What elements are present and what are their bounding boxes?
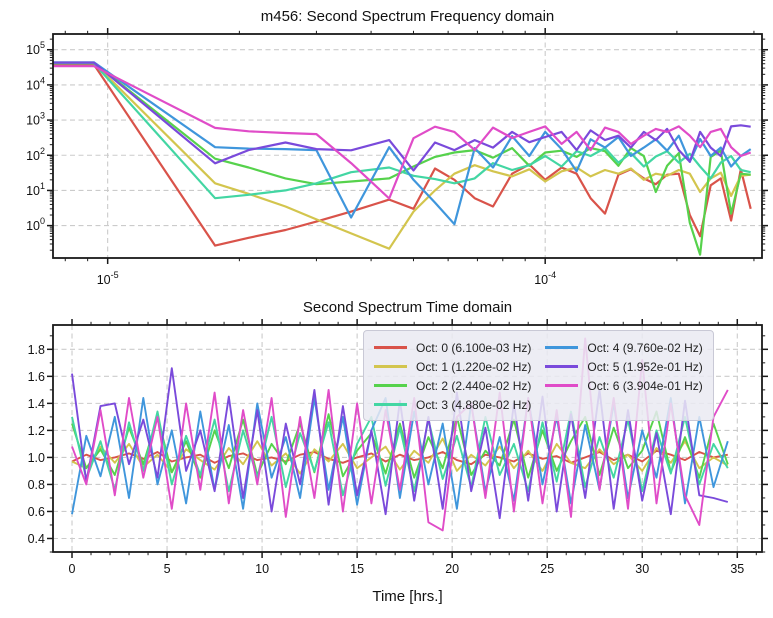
y-tick-label: 105 xyxy=(26,40,45,57)
legend-entry: Oct: 3 (4.880e-02 Hz) xyxy=(374,398,531,412)
legend-swatch xyxy=(374,384,407,387)
frequency-domain-plot: 10-5 10-4 100 101 102 103 104 105 xyxy=(26,28,768,287)
legend-entry: Oct: 6 (3.904e-01 Hz) xyxy=(545,378,703,393)
legend-label: Oct: 0 (6.100e-03 Hz) xyxy=(416,340,532,355)
series-oct-1 xyxy=(53,61,751,250)
axes-frame xyxy=(52,33,763,259)
y-tick-label: 0.4 xyxy=(28,532,45,546)
series-oct-3 xyxy=(71,410,729,497)
time-plot-title: Second Spectrum Time domain xyxy=(302,299,513,316)
series-oct-5 xyxy=(53,61,751,172)
x-tick-label: 10-5 xyxy=(97,270,119,287)
legend-label: Oct: 5 (1.952e-01 Hz) xyxy=(587,359,703,374)
x-tick-label: 10-4 xyxy=(534,270,556,287)
legend-swatch xyxy=(374,365,407,368)
x-tick-label: 10 xyxy=(255,562,269,576)
legend-label: Oct: 3 (4.880e-02 Hz) xyxy=(416,397,532,412)
legend-entry: Oct: 1 (1.220e-02 Hz) xyxy=(374,360,531,374)
legend-swatch xyxy=(545,365,579,368)
legend-label: Oct: 6 (3.904e-01 Hz) xyxy=(587,378,703,393)
frequency-plot-title: m456: Second Spectrum Frequency domain xyxy=(260,8,555,25)
y-tick-label: 102 xyxy=(26,146,45,163)
y-tick-label: 0.8 xyxy=(28,478,45,492)
legend-entry: Oct: 5 (1.952e-01 Hz) xyxy=(545,359,703,374)
series-oct-6 xyxy=(71,337,729,532)
legend-entry: Oct: 4 (9.760e-02 Hz) xyxy=(545,340,703,355)
y-tick-label: 104 xyxy=(26,75,45,92)
time-axis-label: Time [hrs.] xyxy=(372,588,443,605)
legend-label: Oct: 2 (2.440e-02 Hz) xyxy=(416,378,532,393)
y-tick-label: 1.2 xyxy=(28,424,45,438)
x-tick-label: 5 xyxy=(164,562,171,576)
legend-entry: Oct: 0 (6.100e-03 Hz) xyxy=(374,341,531,355)
y-tick-label: 1.6 xyxy=(28,370,45,384)
x-tick-label: 25 xyxy=(540,562,554,576)
legend-label: Oct: 4 (9.760e-02 Hz) xyxy=(587,340,703,355)
legend: Oct: 0 (6.100e-03 Hz) Oct: 1 (1.220e-02 H… xyxy=(363,330,714,421)
y-tick-label: 103 xyxy=(26,111,45,128)
legend-label: Oct: 1 (1.220e-02 Hz) xyxy=(416,359,532,374)
y-tick-label: 0.6 xyxy=(28,505,45,519)
axes-frame xyxy=(52,324,763,553)
y-tick-label: 1.8 xyxy=(28,343,45,357)
y-tick-label: 1.0 xyxy=(28,451,45,465)
x-tick-label: 20 xyxy=(445,562,459,576)
x-tick-label: 0 xyxy=(69,562,76,576)
legend-swatch xyxy=(374,346,407,349)
legend-swatch xyxy=(545,384,579,387)
legend-swatch xyxy=(545,346,579,349)
x-tick-label: 15 xyxy=(350,562,364,576)
y-tick-label: 100 xyxy=(26,216,45,233)
y-tick-label: 1.4 xyxy=(28,397,45,411)
legend-swatch xyxy=(374,403,407,406)
y-tick-label: 101 xyxy=(26,181,45,198)
legend-entry: Oct: 2 (2.440e-02 Hz) xyxy=(374,379,531,393)
series-oct-3 xyxy=(53,62,751,200)
x-tick-label: 30 xyxy=(635,562,649,576)
series-oct-6 xyxy=(53,65,752,200)
series-oct-4 xyxy=(53,61,752,226)
x-tick-label: 35 xyxy=(730,562,744,576)
